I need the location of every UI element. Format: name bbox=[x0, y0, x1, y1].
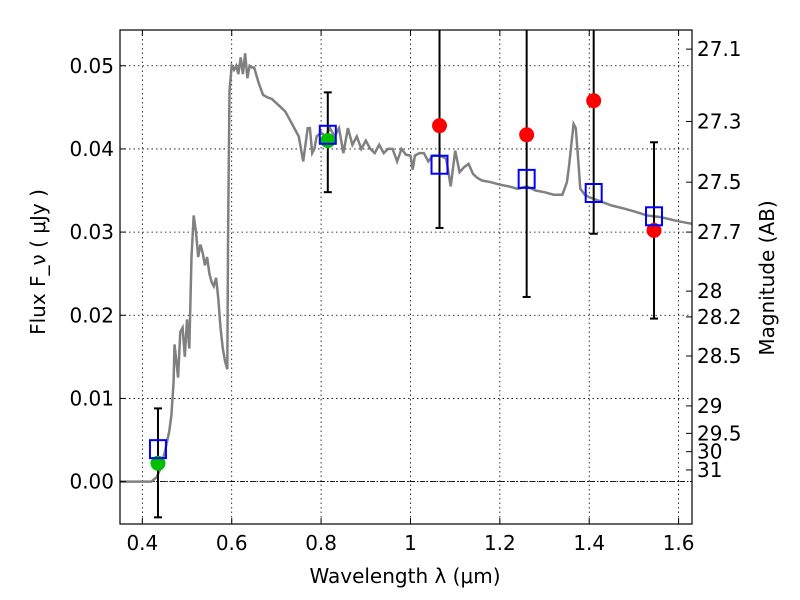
x-tick-label: 1.4 bbox=[573, 531, 605, 555]
right-tick-label: 27.1 bbox=[697, 37, 742, 61]
y-tick-label: 0.00 bbox=[69, 470, 114, 494]
y-tick-label: 0.03 bbox=[69, 220, 114, 244]
right-tick-label: 29 bbox=[697, 394, 722, 418]
x-tick-label: 1 bbox=[404, 531, 417, 555]
y-tick-label: 0.02 bbox=[69, 303, 114, 327]
y-axis-label: Flux F_ν ( μJy ) bbox=[26, 189, 50, 335]
x-tick-label: 0.8 bbox=[305, 531, 337, 555]
right-tick-label: 30 bbox=[697, 440, 722, 464]
data-point-circle bbox=[150, 455, 166, 471]
right-tick-label: 28.2 bbox=[697, 305, 742, 329]
y-tick-label: 0.01 bbox=[69, 386, 114, 410]
data-point-circle bbox=[646, 222, 662, 238]
right-tick-label: 28 bbox=[697, 279, 722, 303]
right-tick-label: 28.5 bbox=[697, 344, 742, 368]
data-point-square bbox=[584, 183, 603, 204]
data-point-circle bbox=[519, 127, 535, 143]
plot-frame bbox=[119, 29, 693, 525]
data-point-square bbox=[517, 168, 536, 189]
right-tick-label: 29.5 bbox=[697, 421, 742, 445]
right-axis-label: Magnitude (AB) bbox=[755, 200, 779, 355]
y-tick-label: 0.04 bbox=[69, 137, 114, 161]
error-bars bbox=[153, 30, 659, 519]
model-sed-line bbox=[120, 53, 693, 483]
x-axis-label: Wavelength λ (μm) bbox=[309, 564, 500, 588]
data-point-square bbox=[148, 439, 167, 460]
data-point-circle bbox=[586, 93, 602, 109]
right-tick-label: 31 bbox=[697, 458, 722, 482]
x-tick-label: 1.6 bbox=[663, 531, 695, 555]
data-point-circle bbox=[432, 118, 448, 134]
grid bbox=[120, 30, 692, 524]
x-tick-label: 0.6 bbox=[216, 531, 248, 555]
data-markers bbox=[148, 93, 664, 471]
right-tick-label: 27.3 bbox=[697, 109, 742, 133]
axis-ticks: 0.4 0.6 0.8 1 1.2 1.4 1.6 0.00 0.01 0.02 0.03 0.04 0… bbox=[69, 30, 742, 555]
data-point-square bbox=[645, 206, 664, 227]
data-point-square bbox=[430, 154, 449, 175]
right-tick-label: 27.5 bbox=[697, 170, 742, 194]
data-point-square bbox=[318, 124, 337, 145]
y-tick-label: 0.05 bbox=[69, 54, 114, 78]
data-point-circle bbox=[320, 133, 336, 149]
right-tick-label: 27.7 bbox=[697, 220, 742, 244]
x-tick-label: 0.4 bbox=[126, 531, 158, 555]
x-tick-label: 1.2 bbox=[484, 531, 516, 555]
